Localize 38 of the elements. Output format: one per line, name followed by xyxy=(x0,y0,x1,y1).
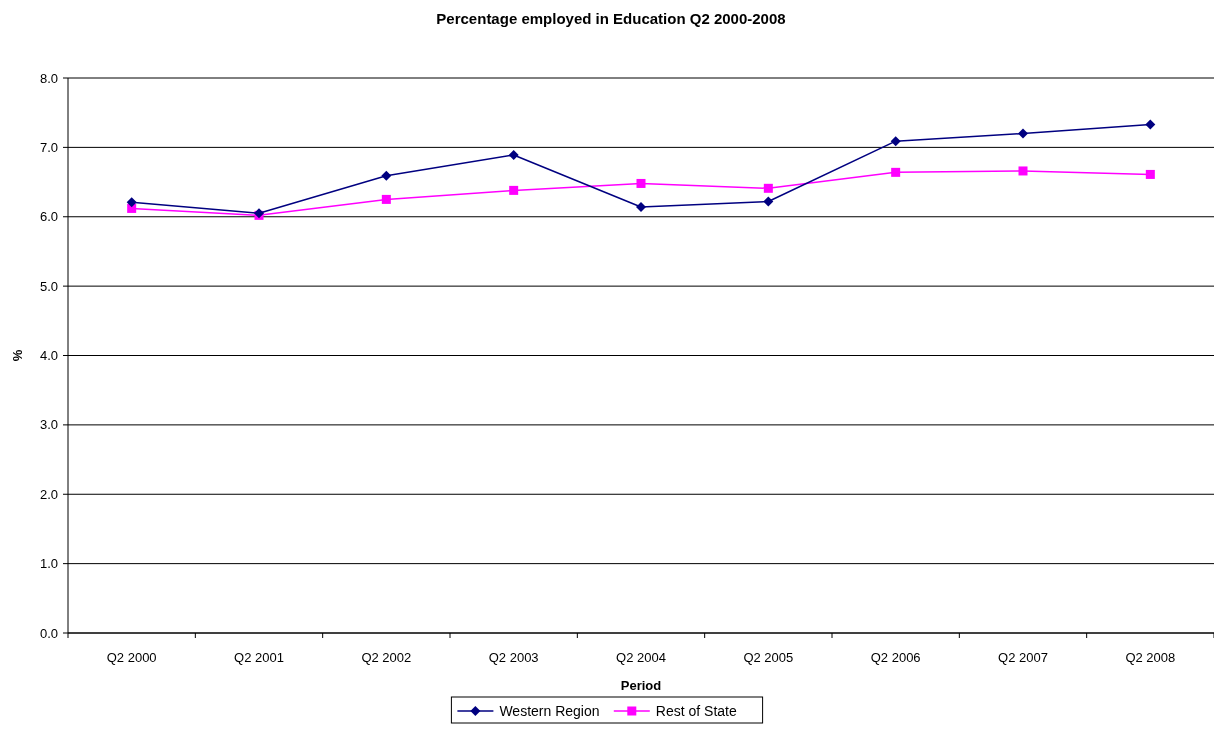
point xyxy=(381,194,391,204)
point xyxy=(636,178,646,188)
y-tick-label: 0.0 xyxy=(39,625,58,641)
y-tick-label: 3.0 xyxy=(39,417,58,433)
x-tick-label: Q2 2001 xyxy=(234,650,284,665)
point xyxy=(890,136,901,147)
point xyxy=(763,196,774,207)
point xyxy=(1018,166,1028,176)
y-tick-label: 7.0 xyxy=(39,139,58,155)
x-tick-label: Q2 2004 xyxy=(616,650,666,665)
x-tick-label: Q2 2005 xyxy=(743,650,794,665)
point xyxy=(763,183,773,193)
legend-label: Western Region xyxy=(499,702,600,719)
point xyxy=(1145,119,1156,130)
x-axis-title: Period xyxy=(620,678,662,693)
x-tick-label: Q2 2006 xyxy=(870,650,921,665)
point xyxy=(636,202,646,213)
point xyxy=(126,197,137,208)
x-tick-label: Q2 2000 xyxy=(106,650,157,665)
point xyxy=(1145,169,1155,179)
point xyxy=(509,185,519,195)
point xyxy=(508,150,519,161)
y-tick-label: 4.0 xyxy=(39,348,58,364)
y-tick-label: 1.0 xyxy=(39,556,58,572)
x-tick-label: Q2 2008 xyxy=(1125,650,1176,665)
y-tick-label: 8.0 xyxy=(39,70,58,86)
legend-label: Rest of State xyxy=(655,702,737,719)
y-axis-title: % xyxy=(10,349,25,362)
point xyxy=(1018,128,1028,139)
y-tick-label: 5.0 xyxy=(39,278,58,294)
x-tick-label: Q2 2002 xyxy=(361,650,412,665)
point xyxy=(891,167,901,177)
x-tick-label: Q2 2007 xyxy=(998,650,1048,665)
y-tick-label: 2.0 xyxy=(39,486,58,502)
y-tick-label: 6.0 xyxy=(39,209,58,225)
x-tick-label: Q2 2003 xyxy=(488,650,539,665)
point xyxy=(381,170,392,181)
chart-title: Percentage employed in Education Q2 2000-2008 xyxy=(436,10,786,27)
